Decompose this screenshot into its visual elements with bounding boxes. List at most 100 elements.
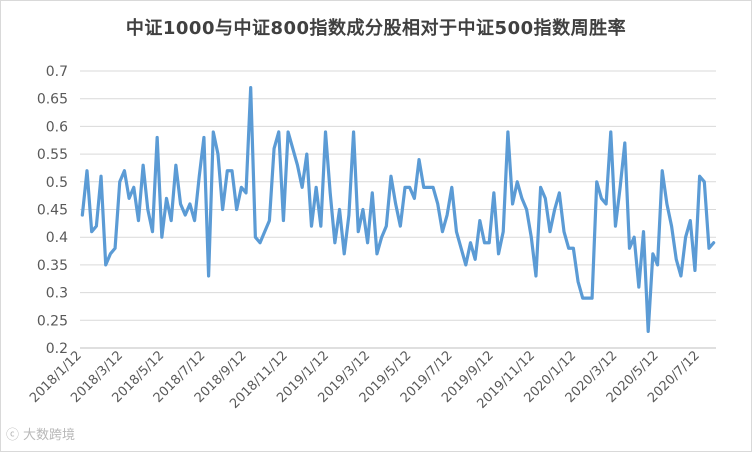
y-tick-label: 0.4 — [46, 230, 68, 246]
data-point — [614, 225, 616, 227]
data-point — [567, 247, 569, 249]
chart-title: 中证1000与中证800指数成分股相对于中证500指数周胜率 — [125, 18, 627, 39]
data-point — [656, 264, 658, 266]
data-point — [432, 186, 434, 188]
data-point — [161, 236, 163, 238]
data-point — [582, 297, 584, 299]
data-point — [441, 230, 443, 232]
data-point — [128, 197, 130, 199]
data-point — [610, 131, 612, 133]
data-point — [413, 197, 415, 199]
data-point — [675, 258, 677, 260]
data-point — [427, 186, 429, 188]
data-point — [193, 219, 195, 221]
data-point — [371, 192, 373, 194]
data-point — [315, 186, 317, 188]
data-point — [521, 197, 523, 199]
data-point — [647, 330, 649, 332]
data-point — [105, 264, 107, 266]
data-point — [394, 203, 396, 205]
data-point — [86, 170, 88, 172]
data-point — [366, 242, 368, 244]
y-tick-label: 0.5 — [46, 175, 68, 191]
y-tick-label: 0.65 — [37, 92, 68, 108]
data-point — [352, 131, 354, 133]
data-point — [684, 236, 686, 238]
data-point — [549, 230, 551, 232]
data-point — [680, 275, 682, 277]
data-point — [249, 86, 251, 88]
data-point — [530, 236, 532, 238]
watermark-logo-icon: ⓒ — [6, 428, 20, 443]
data-point — [301, 186, 303, 188]
data-point — [698, 175, 700, 177]
data-point — [362, 208, 364, 210]
data-point — [605, 203, 607, 205]
data-point — [376, 253, 378, 255]
data-point — [278, 131, 280, 133]
data-point — [479, 219, 481, 221]
data-point — [544, 197, 546, 199]
data-point — [446, 214, 448, 216]
data-point — [348, 214, 350, 216]
data-point — [600, 197, 602, 199]
data-point — [535, 275, 537, 277]
data-point — [380, 236, 382, 238]
data-point — [235, 208, 237, 210]
data-point — [254, 236, 256, 238]
data-point — [642, 230, 644, 232]
data-point — [203, 136, 205, 138]
data-point — [324, 131, 326, 133]
watermark-text: 大数跨境 — [23, 428, 76, 443]
data-point — [493, 192, 495, 194]
data-point — [343, 253, 345, 255]
data-point — [418, 158, 420, 160]
data-point — [334, 242, 336, 244]
data-point — [703, 181, 705, 183]
data-point — [451, 186, 453, 188]
data-point — [624, 142, 626, 144]
data-point — [151, 230, 153, 232]
data-point — [525, 208, 527, 210]
data-point — [170, 219, 172, 221]
data-point — [712, 242, 714, 244]
data-point — [282, 219, 284, 221]
data-point — [90, 230, 92, 232]
y-tick-label: 0.45 — [37, 203, 68, 219]
data-point — [175, 164, 177, 166]
data-point — [310, 225, 312, 227]
data-point — [661, 170, 663, 172]
data-point — [511, 203, 513, 205]
data-point — [198, 175, 200, 177]
data-point — [226, 170, 228, 172]
data-point — [123, 170, 125, 172]
data-point — [502, 230, 504, 232]
data-point — [81, 214, 83, 216]
series-line — [80, 86, 716, 333]
data-point — [320, 225, 322, 227]
data-point — [404, 186, 406, 188]
y-tick-label: 0.6 — [46, 119, 68, 135]
data-point — [399, 225, 401, 227]
data-point — [137, 219, 139, 221]
data-point — [165, 197, 167, 199]
data-point — [539, 186, 541, 188]
data-point — [586, 297, 588, 299]
data-point — [100, 175, 102, 177]
y-tick-label: 0.25 — [37, 313, 68, 329]
x-axis-ticks: 2018/1/122018/3/122018/5/122018/7/122018… — [27, 348, 703, 412]
data-point — [385, 225, 387, 227]
data-point — [287, 131, 289, 133]
data-point — [240, 186, 242, 188]
data-point — [670, 225, 672, 227]
data-point — [628, 247, 630, 249]
data-point — [306, 153, 308, 155]
data-point — [553, 208, 555, 210]
data-point — [572, 247, 574, 249]
data-point — [119, 181, 121, 183]
data-point — [619, 186, 621, 188]
data-point — [460, 247, 462, 249]
data-point — [338, 208, 340, 210]
data-point — [483, 242, 485, 244]
